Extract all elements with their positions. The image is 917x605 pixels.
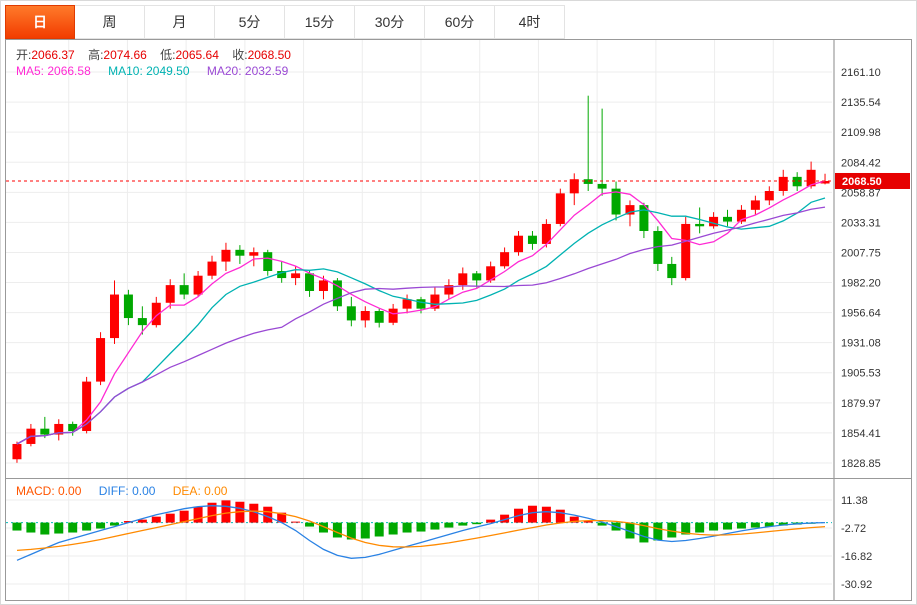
- main-grid: [6, 40, 832, 478]
- diff-line: [16, 505, 826, 561]
- tab-15min[interactable]: 15分: [285, 5, 355, 39]
- macd-axis-label: -16.82: [841, 551, 872, 563]
- macd-axis-label: 11.38: [841, 495, 868, 507]
- tab-30min[interactable]: 30分: [355, 5, 425, 39]
- price-axis-label: 2033.31: [841, 217, 881, 229]
- chart-box: 开:2066.37 高:2074.66 低:2065.64 收:2068.50 …: [5, 39, 912, 601]
- tab-day[interactable]: 日: [5, 5, 75, 39]
- price-axis-label: 2007.75: [841, 247, 881, 259]
- candlestick-chart-canvas[interactable]: 2161.10 2135.54 2109.98 2084.42 2058.87 2033.…: [6, 40, 911, 478]
- current-price-tag: [835, 172, 910, 189]
- ma20-line: [16, 206, 826, 445]
- period-tabbar: 日 周 月 5分 15分 30分 60分 4时: [5, 5, 912, 39]
- price-axis-label: 2058.87: [841, 187, 881, 199]
- ma10-line: [16, 197, 826, 445]
- svg-text:2068.50: 2068.50: [842, 176, 882, 188]
- price-axis-label: 1828.85: [841, 458, 881, 470]
- tab-4hour[interactable]: 4时: [495, 5, 565, 39]
- price-axis-label: 2109.98: [841, 127, 881, 139]
- dea-line: [16, 510, 826, 552]
- macd-chart-canvas[interactable]: 11.38 -2.72 -16.82 -30.92: [6, 478, 911, 600]
- tab-week[interactable]: 周: [75, 5, 145, 39]
- tab-5min[interactable]: 5分: [215, 5, 285, 39]
- price-axis-label: 2135.54: [841, 97, 881, 109]
- price-axis-label: 1905.53: [841, 368, 881, 380]
- candles: [12, 95, 830, 463]
- price-axis-label: 1879.97: [841, 398, 881, 410]
- price-axis-label: 2084.42: [841, 157, 881, 169]
- price-axis-label: 1854.41: [841, 428, 881, 440]
- tab-month[interactable]: 月: [145, 5, 215, 39]
- ma5-line: [16, 180, 826, 445]
- macd-grid: [6, 479, 832, 600]
- price-axis-label: 1956.64: [841, 308, 881, 320]
- price-axis-label: 1931.08: [841, 338, 881, 350]
- macd-axis-label: -30.92: [841, 579, 872, 591]
- price-axis-label: 1982.20: [841, 278, 881, 290]
- price-axis-label: 2161.10: [841, 67, 881, 79]
- tab-60min[interactable]: 60分: [425, 5, 495, 39]
- macd-axis-label: -2.72: [841, 523, 866, 535]
